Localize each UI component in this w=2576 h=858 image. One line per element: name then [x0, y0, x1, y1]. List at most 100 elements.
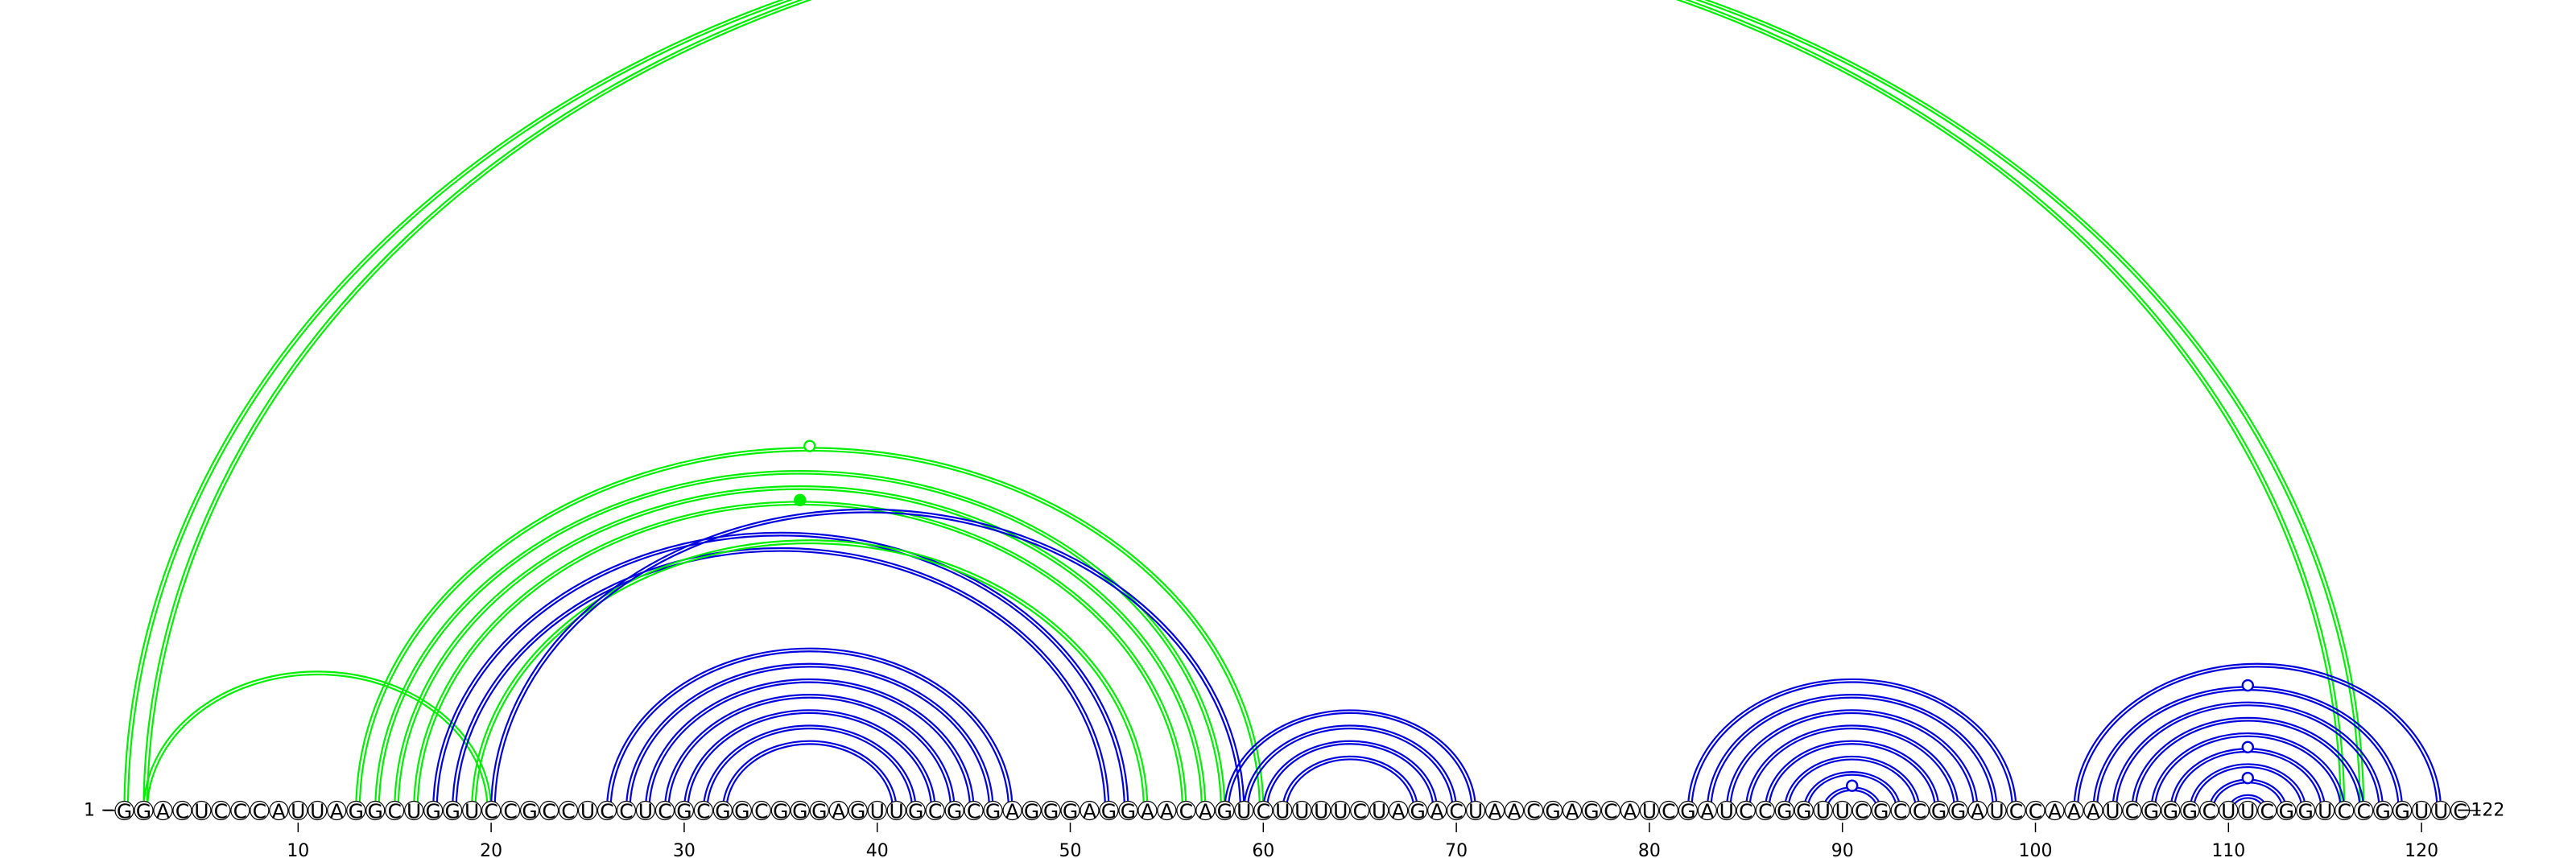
nucleotide-letter: C: [1758, 800, 1772, 823]
nucleotide-letter: U: [1275, 800, 1290, 823]
nucleotide-letter: U: [2240, 800, 2255, 823]
nucleotide-letter: U: [580, 800, 595, 823]
base-pair-arc-29-44: [663, 694, 956, 811]
nucleotide-letter: C: [2029, 800, 2042, 823]
tick-20: 20: [480, 823, 502, 858]
nucleotide-letter: C: [1662, 800, 1675, 823]
nucleotide-letter: C: [619, 800, 633, 823]
nucleotide-22: G: [519, 800, 540, 823]
nucleotide-letter: G: [734, 800, 749, 823]
nucleotide-letter: G: [1217, 800, 1232, 823]
nucleotide-68: G: [1408, 800, 1428, 823]
nucleotide-letter: G: [1121, 800, 1136, 823]
nucleotide-letter: C: [1179, 800, 1193, 823]
nucleotide-letter: G: [811, 800, 827, 823]
nucleotide-letter: G: [850, 800, 865, 823]
base-pair-arc-15-57: [394, 485, 1207, 811]
nucleotide-2: G: [134, 800, 154, 823]
nucleotide-55: A: [1157, 800, 1177, 823]
nucleotide-letter: G: [1777, 800, 1792, 823]
nucleotide-letter: G: [136, 800, 151, 823]
base-pair-arc-87-94: [1783, 755, 1921, 811]
nucleotide-66: U: [1369, 800, 1389, 823]
nucleotide-91: C: [1852, 800, 1872, 823]
nucleotide-letter: G: [1043, 800, 1059, 823]
nucleotide-letter: A: [1141, 800, 1154, 823]
nucleotide-98: U: [1987, 800, 2007, 823]
nucleotide-103: A: [2083, 800, 2103, 823]
nucleotide-letter: U: [1468, 800, 1483, 823]
nucleotide-102: A: [2064, 800, 2084, 823]
base-pair-arc-86-95: [1764, 740, 1940, 811]
nucleotide-letter: C: [2453, 800, 2467, 823]
nucleotide-89: U: [1813, 800, 1833, 823]
nucleotide-letter: A: [330, 800, 344, 823]
base-pair-arc-61-68: [1282, 755, 1419, 811]
nucleotide-letter: A: [1508, 800, 1521, 823]
nucleotide-letter: A: [2087, 800, 2100, 823]
nucleotide-48: G: [1022, 800, 1042, 823]
nucleotide-21: C: [500, 800, 521, 823]
nucleotide-50: G: [1060, 800, 1080, 823]
nucleotide-62: U: [1292, 800, 1312, 823]
nucleotide-20: C: [481, 800, 502, 823]
nucleotide-letter: C: [754, 800, 768, 823]
nucleotide-letter: G: [1545, 800, 1560, 823]
nucleotide-6: C: [211, 800, 231, 823]
nucleotide-letter: U: [890, 800, 904, 823]
base-pair-arc-84-97: [1725, 709, 1979, 811]
base-pair-arc-58-71: [1224, 709, 1477, 811]
nucleotide-109: C: [2199, 800, 2219, 823]
nucleotide-27: C: [616, 800, 637, 823]
tick-label: 120: [2405, 841, 2438, 858]
nucleotide-73: A: [1504, 800, 1525, 823]
nucleotide-81: C: [1658, 800, 1678, 823]
nucleotide-letter: C: [2337, 800, 2351, 823]
nucleotide-46: G: [983, 800, 1003, 823]
nucleotide-letter: G: [1951, 800, 1966, 823]
nucleotide-letter: G: [2182, 800, 2198, 823]
nucleotide-letter: G: [117, 800, 132, 823]
nucleotide-121: U: [2431, 800, 2451, 823]
nucleotide-letter: C: [542, 800, 555, 823]
nucleotide-letter: C: [600, 800, 613, 823]
nucleotide-9: A: [269, 800, 289, 823]
nucleotide-13: G: [346, 800, 366, 823]
nucleotide-letter: U: [194, 800, 208, 823]
nucleotide-28: U: [635, 800, 656, 823]
nucleotide-75: G: [1542, 800, 1563, 823]
base-pair-arc-88-93: [1802, 770, 1901, 811]
tick-100: 100: [2019, 823, 2053, 858]
tick-label: 40: [866, 841, 889, 858]
nucleotide-24: C: [558, 800, 579, 823]
nucleotide-letter: C: [1449, 800, 1463, 823]
nucleotide-letter: G: [1583, 800, 1599, 823]
base-pair-arc-2-117: [142, 0, 2365, 811]
base-pair-arc-18-52: [452, 547, 1110, 811]
nucleotide-90: U: [1832, 800, 1852, 823]
nucleotide-80: U: [1639, 800, 1660, 823]
nucleotide-85: C: [1736, 800, 1756, 823]
nucleotide-letter: A: [832, 800, 845, 823]
arc-marker-109-113: [2241, 771, 2255, 785]
nucleotide-54: A: [1137, 800, 1158, 823]
nucleotide-94: C: [1909, 800, 1930, 823]
nucleotide-49: G: [1041, 800, 1061, 823]
nucleotide-letter: G: [349, 800, 364, 823]
nucleotide-letter: C: [2356, 800, 2370, 823]
nucleotide-letter: C: [1257, 800, 1270, 823]
nucleotide-letter: G: [425, 800, 440, 823]
nucleotide-34: C: [751, 800, 771, 823]
nucleotide-19: U: [462, 800, 482, 823]
position-axis: 10 20 30 40 50 60 70 80 90 100 110 120: [287, 823, 2438, 858]
nucleotide-40: U: [867, 800, 887, 823]
nucleotide-39: G: [848, 800, 868, 823]
base-pair-arc-19-54: [471, 539, 1149, 811]
nucleotide-letter: C: [696, 800, 710, 823]
tick-50: 50: [1059, 823, 1082, 858]
nucleotide-letter: C: [484, 800, 497, 823]
nucleotide-letter: A: [1971, 800, 1984, 823]
base-pair-arc-31-42: [702, 724, 917, 811]
nucleotide-7: C: [230, 800, 250, 823]
